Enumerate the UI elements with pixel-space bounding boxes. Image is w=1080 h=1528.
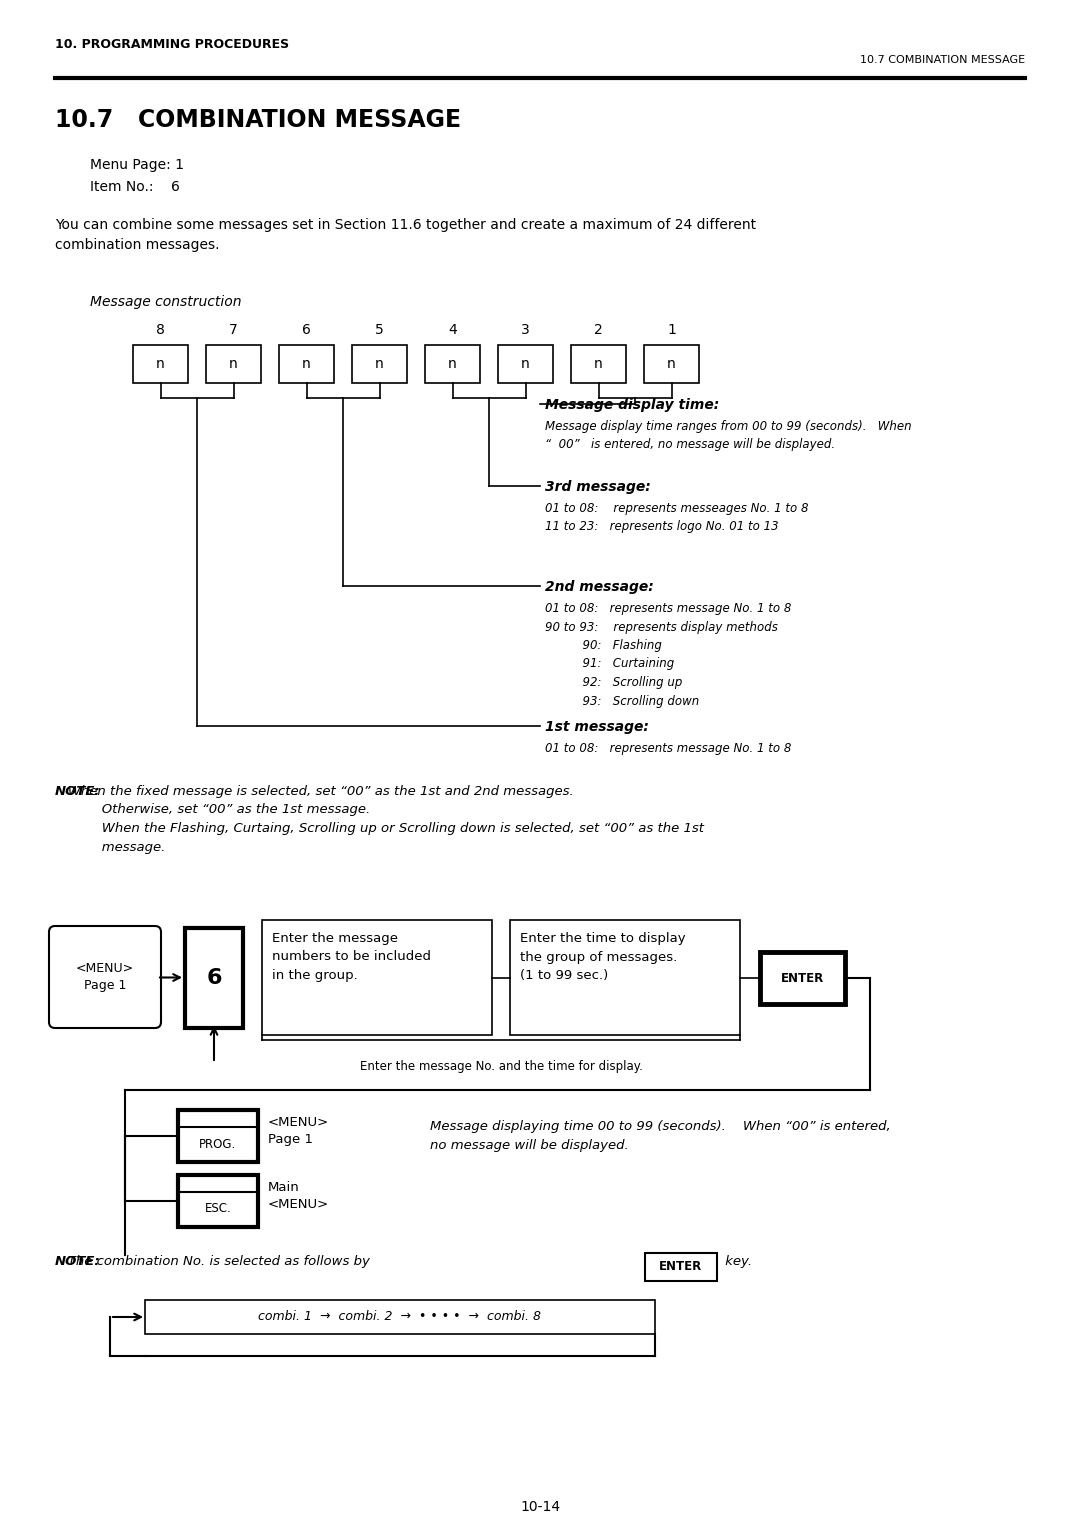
Text: 4: 4 <box>448 322 457 338</box>
Bar <box>145 1300 654 1334</box>
Text: n: n <box>522 358 530 371</box>
Text: When the fixed message is selected, set “00” as the 1st and 2nd messages.
      : When the fixed message is selected, set … <box>55 785 704 854</box>
Text: 2: 2 <box>594 322 603 338</box>
Text: 01 to 08:   represents message No. 1 to 8: 01 to 08: represents message No. 1 to 8 <box>545 743 792 755</box>
Text: combi. 1  →  combi. 2  →  • • • •  →  combi. 8: combi. 1 → combi. 2 → • • • • → combi. 8 <box>258 1311 541 1323</box>
Text: 5: 5 <box>375 322 383 338</box>
Text: Message construction: Message construction <box>90 295 242 309</box>
Text: Enter the time to display
the group of messages.
(1 to 99 sec.): Enter the time to display the group of m… <box>519 932 686 983</box>
Text: The combination No. is selected as follows by: The combination No. is selected as follo… <box>55 1254 374 1268</box>
Text: 2nd message:: 2nd message: <box>545 581 653 594</box>
Bar <box>178 1109 258 1161</box>
Text: n: n <box>448 358 457 371</box>
Bar <box>644 345 699 384</box>
Bar <box>262 920 492 1034</box>
Bar <box>760 952 845 1004</box>
Text: Message display time ranges from 00 to 99 (seconds).   When
“  00”   is entered,: Message display time ranges from 00 to 9… <box>545 420 912 451</box>
Text: 10-14: 10-14 <box>519 1500 561 1514</box>
Text: ENTER: ENTER <box>660 1261 703 1273</box>
Text: Message display time:: Message display time: <box>545 397 719 413</box>
Bar <box>279 345 334 384</box>
Text: <MENU>
Page 1: <MENU> Page 1 <box>76 963 134 992</box>
Text: Item No.:    6: Item No.: 6 <box>90 180 180 194</box>
Text: Enter the message
numbers to be included
in the group.: Enter the message numbers to be included… <box>272 932 431 983</box>
Text: Enter the message No. and the time for display.: Enter the message No. and the time for d… <box>360 1060 643 1073</box>
Text: 8: 8 <box>157 322 165 338</box>
Text: ESC.: ESC. <box>204 1203 231 1215</box>
Bar <box>352 345 407 384</box>
Text: 10.7 COMBINATION MESSAGE: 10.7 COMBINATION MESSAGE <box>860 55 1025 66</box>
Text: Message displaying time 00 to 99 (seconds).    When “00” is entered,
no message : Message displaying time 00 to 99 (second… <box>430 1120 891 1152</box>
Text: n: n <box>375 358 383 371</box>
Text: You can combine some messages set in Section 11.6 together and create a maximum : You can combine some messages set in Sec… <box>55 219 756 252</box>
Text: Main
<MENU>: Main <MENU> <box>268 1181 329 1212</box>
Bar <box>426 345 480 384</box>
Text: 01 to 08:   represents message No. 1 to 8
90 to 93:    represents display method: 01 to 08: represents message No. 1 to 8 … <box>545 602 792 707</box>
Text: Menu Page: 1: Menu Page: 1 <box>90 157 184 173</box>
Text: n: n <box>229 358 238 371</box>
Text: 6: 6 <box>206 969 221 989</box>
Text: n: n <box>157 358 165 371</box>
Bar <box>178 1175 258 1227</box>
Bar <box>645 1253 717 1280</box>
Text: 3rd message:: 3rd message: <box>545 480 651 494</box>
Bar <box>206 345 261 384</box>
Bar <box>510 920 740 1034</box>
Text: n: n <box>594 358 603 371</box>
Bar <box>571 345 626 384</box>
Bar <box>133 345 188 384</box>
Text: 01 to 08:    represents messeages No. 1 to 8
11 to 23:   represents logo No. 01 : 01 to 08: represents messeages No. 1 to … <box>545 503 809 533</box>
Text: n: n <box>302 358 311 371</box>
Text: 7: 7 <box>229 322 238 338</box>
Text: 1st message:: 1st message: <box>545 720 649 733</box>
Text: NOTE:: NOTE: <box>55 785 100 798</box>
Text: 6: 6 <box>302 322 311 338</box>
Bar <box>185 927 243 1028</box>
Text: NOTE:: NOTE: <box>55 1254 100 1268</box>
Text: n: n <box>667 358 676 371</box>
Text: key.: key. <box>721 1254 752 1268</box>
Text: 10. PROGRAMMING PROCEDURES: 10. PROGRAMMING PROCEDURES <box>55 38 289 50</box>
Text: 3: 3 <box>522 322 530 338</box>
Text: PROG.: PROG. <box>200 1137 237 1151</box>
Text: 10.7   COMBINATION MESSAGE: 10.7 COMBINATION MESSAGE <box>55 108 461 131</box>
Text: <MENU>
Page 1: <MENU> Page 1 <box>268 1115 329 1146</box>
Text: 1: 1 <box>667 322 676 338</box>
Bar <box>498 345 553 384</box>
Text: ENTER: ENTER <box>781 972 824 984</box>
FancyBboxPatch shape <box>49 926 161 1028</box>
